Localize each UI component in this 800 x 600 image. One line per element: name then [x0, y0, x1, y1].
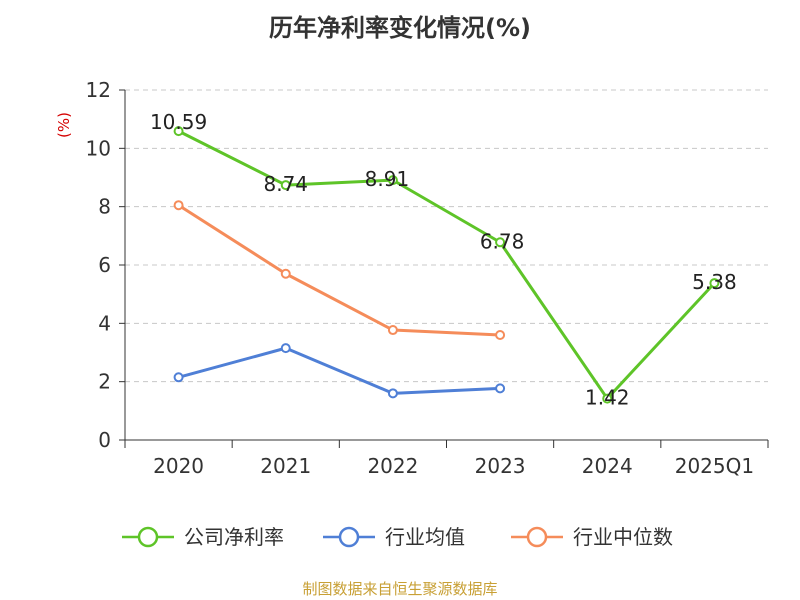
series-line [177, 203, 501, 337]
data-point [280, 268, 291, 279]
data-labels: 10.59 8.74 8.91 6.78 1.42 5.38 [150, 110, 737, 409]
data-point [709, 278, 720, 289]
y-tick-label: 12 [86, 78, 111, 102]
data-point [280, 343, 291, 354]
data-label: 5.38 [692, 270, 737, 294]
x-tick-label: 2024 [582, 454, 633, 478]
series-lines [173, 126, 720, 404]
legend-label: 公司净利率 [184, 525, 284, 549]
data-point [495, 330, 506, 340]
data-label: 6.78 [480, 229, 525, 253]
x-tick-label: 2023 [475, 454, 526, 478]
legend-label: 行业均值 [385, 525, 465, 549]
legend-marker [137, 526, 159, 548]
axes: 0 2 4 6 8 10 12 2020 2021 2022 2023 2024 2025Q1 (%) [55, 78, 769, 478]
grid-lines [125, 89, 768, 383]
series-line [177, 129, 716, 401]
data-point [387, 325, 398, 336]
x-tick-label: 2025Q1 [675, 454, 754, 478]
series-line [178, 346, 501, 395]
data-point [387, 175, 398, 186]
legend-marker [526, 526, 548, 548]
y-tick-label: 6 [98, 253, 111, 277]
data-point [387, 388, 398, 399]
data-label: 10.59 [150, 110, 207, 134]
data-point [495, 383, 506, 394]
x-tick-label: 2021 [260, 454, 311, 478]
data-point [173, 372, 184, 383]
y-tick-label: 0 [98, 428, 111, 452]
data-point [602, 393, 613, 404]
data-point [280, 180, 291, 191]
y-tick-label: 10 [86, 136, 111, 160]
data-label: 8.74 [263, 172, 308, 196]
data-point [495, 237, 506, 248]
data-point [173, 126, 184, 137]
chart-title: 历年净利率变化情况(%) [269, 14, 531, 42]
x-tick-label: 2022 [367, 454, 418, 478]
legend: 公司净利率 行业均值 行业中位数 [122, 525, 673, 549]
data-label: 8.91 [365, 167, 410, 191]
source-note: 制图数据来自恒生聚源数据库 [302, 580, 498, 598]
y-tick-label: 8 [98, 195, 111, 219]
legend-label: 行业中位数 [573, 525, 673, 549]
legend-marker [338, 526, 360, 548]
y-tick-label: 4 [98, 311, 111, 335]
data-point [173, 200, 184, 211]
x-tick-label: 2020 [153, 454, 204, 478]
y-axis-label: (%) [55, 112, 73, 138]
y-tick-label: 2 [98, 370, 111, 394]
data-label: 1.42 [585, 386, 630, 410]
